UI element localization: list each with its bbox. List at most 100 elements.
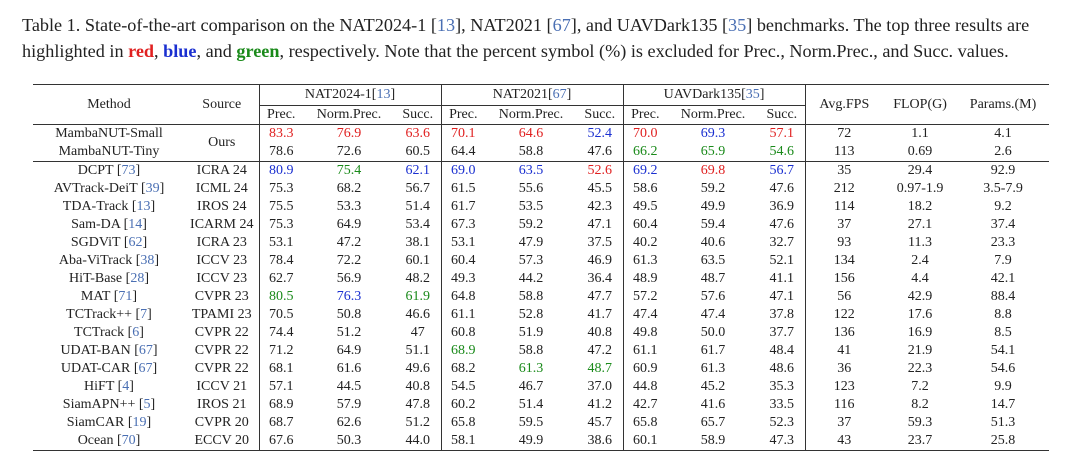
citation-link[interactable]: 67	[138, 343, 153, 358]
group-header-nat2021: NAT2021[67]	[440, 84, 624, 106]
citation-link[interactable]: 14	[128, 217, 143, 232]
citation-link[interactable]: 62	[128, 235, 143, 250]
caption-green-keyword: green	[236, 41, 280, 61]
value-cell: 68.2	[440, 360, 486, 378]
method-cell: AVTrack-DeiT [39]	[53, 181, 165, 196]
value-cell: 68.1	[258, 360, 303, 378]
value-cell: 92.9	[957, 161, 1050, 180]
method-name: DCPT	[77, 163, 114, 178]
citation-link[interactable]: 6	[132, 325, 140, 340]
value-cell: 66.2	[622, 143, 668, 162]
source-cell: ICRA 24	[185, 161, 259, 180]
value-cell: 49.9	[700, 199, 726, 214]
table-row: HiT-Base [28] ICCV 23 62.7 56.9 48.2 49.3 44.2…	[33, 270, 1049, 288]
value-cell: 72	[804, 124, 884, 143]
value-cell: 2.6	[994, 144, 1012, 159]
value-cell: 40.8	[587, 325, 613, 340]
citation-link[interactable]: 71	[118, 289, 133, 304]
value-cell: 41.7	[587, 307, 613, 322]
value-cell: 36.9	[769, 199, 795, 214]
value-cell: 47.7	[587, 289, 613, 304]
metric-succ-header: Succ.	[577, 105, 624, 125]
value-cell: 61.7	[440, 198, 486, 216]
value-cell: 78.4	[258, 252, 303, 270]
value-cell: 57.2	[622, 288, 668, 306]
value-cell: 134	[804, 252, 884, 270]
value-cell: 48.4	[769, 343, 795, 358]
citation-link[interactable]: 19	[132, 415, 147, 430]
value-cell: 51.2	[336, 325, 362, 340]
value-cell: 64.9	[336, 343, 362, 358]
value-cell: 44.8	[622, 378, 668, 396]
table-row: AVTrack-DeiT [39] ICML 24 75.3 68.2 56.7 61.5…	[33, 180, 1049, 198]
value-cell: 58.8	[518, 289, 544, 304]
value-cell: 50.8	[336, 307, 362, 322]
method-cell: Sam-DA [14]	[71, 217, 147, 232]
value-cell: 48.6	[769, 361, 795, 376]
citation-link[interactable]: 67	[138, 361, 153, 376]
value-cell: 8.2	[911, 397, 929, 412]
value-cell: 62.1	[395, 161, 442, 180]
citation-link[interactable]: 39	[145, 181, 160, 196]
value-cell: 51.4	[405, 199, 431, 214]
value-cell: 76.9	[336, 126, 362, 141]
value-cell: 48.9	[622, 270, 668, 288]
citation-link[interactable]: 5	[143, 397, 151, 412]
method-name: HiFT	[84, 379, 115, 394]
value-cell: 48.7	[700, 271, 726, 286]
table-row: SiamCAR [19] CVPR 20 68.7 62.6 51.2 65.8 59.5 4…	[33, 414, 1049, 432]
citation-link[interactable]: 28	[130, 271, 145, 286]
value-cell: 71.2	[258, 342, 303, 360]
value-cell: 54.5	[440, 378, 486, 396]
value-cell: 61.6	[336, 361, 362, 376]
citation-link[interactable]: 38	[140, 253, 155, 268]
value-cell: 60.4	[440, 252, 486, 270]
value-cell: 8.5	[994, 325, 1012, 340]
group-citation[interactable]: 13	[376, 87, 391, 102]
citation-link[interactable]: 7	[140, 307, 148, 322]
value-cell: 122	[804, 306, 884, 324]
value-cell: 9.2	[994, 199, 1012, 214]
method-name: SiamCAR	[66, 415, 125, 430]
value-cell: 17.6	[907, 307, 933, 322]
caption-text: ], and UAVDark135 [	[570, 15, 729, 35]
source-cell: ICCV 23	[196, 253, 248, 268]
value-cell: 49.8	[622, 324, 668, 342]
citation-link[interactable]: 13	[136, 199, 151, 214]
value-cell: 63.5	[700, 253, 726, 268]
table-row: TCTrack [6] CVPR 22 74.4 51.2 47 60.8 51.9 40.8…	[33, 324, 1049, 342]
value-cell: 75.3	[258, 216, 303, 234]
value-cell: 64.6	[518, 126, 544, 141]
value-cell: 49.6	[405, 361, 431, 376]
method-name: UDAT-CAR	[60, 361, 131, 376]
caption-citation[interactable]: 13	[436, 15, 456, 35]
caption-text: ], NAT2021 [	[455, 15, 553, 35]
caption-text: , and	[196, 41, 237, 61]
value-cell: 18.2	[907, 199, 933, 214]
value-cell: 52.4	[587, 126, 613, 141]
value-cell: 47.6	[769, 217, 795, 232]
value-cell: 65.9	[700, 144, 726, 159]
caption-citation[interactable]: 35	[728, 15, 747, 35]
caption-blue-keyword: blue	[163, 41, 197, 61]
value-cell: 48.7	[587, 361, 613, 376]
value-cell: 0.69	[907, 144, 933, 159]
value-cell: 35.3	[769, 379, 795, 394]
group-citation[interactable]: 67	[552, 87, 567, 102]
value-cell: 59.5	[518, 415, 544, 430]
citation-link[interactable]: 4	[122, 379, 130, 394]
value-cell: 69.3	[700, 126, 726, 141]
group-citation[interactable]: 35	[745, 87, 760, 102]
method-name: Sam-DA	[71, 217, 121, 232]
method-cell: HiT-Base [28]	[69, 271, 149, 286]
value-cell: 47.9	[518, 235, 544, 250]
method-cell: UDAT-BAN [67]	[60, 343, 158, 358]
value-cell: 52.6	[577, 161, 624, 180]
caption-citation[interactable]: 67	[552, 15, 571, 35]
citation-link[interactable]: 73	[121, 163, 136, 178]
value-cell: 58.1	[440, 432, 486, 451]
citation-link[interactable]: 70	[121, 433, 136, 448]
value-cell: 156	[804, 270, 884, 288]
value-cell: 40.8	[405, 379, 431, 394]
group-header-nat2024: NAT2024-1[13]	[258, 84, 442, 106]
